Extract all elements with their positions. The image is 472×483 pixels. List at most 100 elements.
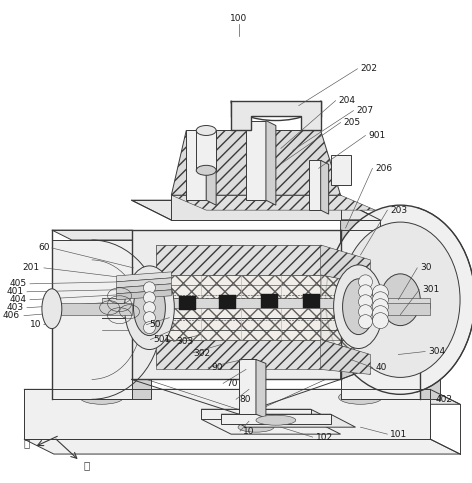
Polygon shape — [171, 130, 341, 195]
Polygon shape — [132, 200, 380, 220]
Text: 402: 402 — [435, 395, 452, 404]
Polygon shape — [320, 340, 371, 374]
Polygon shape — [171, 195, 375, 210]
Text: 左: 左 — [24, 438, 30, 448]
Polygon shape — [117, 290, 171, 300]
Text: 204: 204 — [338, 96, 355, 105]
Ellipse shape — [372, 306, 388, 322]
Polygon shape — [239, 359, 256, 414]
Text: 403: 403 — [7, 303, 24, 312]
Polygon shape — [117, 284, 171, 294]
Polygon shape — [156, 245, 320, 365]
Ellipse shape — [372, 299, 388, 315]
Ellipse shape — [380, 274, 420, 326]
Polygon shape — [359, 303, 430, 315]
Ellipse shape — [143, 312, 155, 324]
Text: 206: 206 — [375, 164, 393, 173]
Ellipse shape — [359, 285, 372, 299]
Ellipse shape — [359, 275, 372, 289]
Text: 10: 10 — [30, 320, 42, 329]
Text: 102: 102 — [316, 433, 333, 441]
Polygon shape — [201, 409, 341, 424]
Polygon shape — [24, 439, 460, 454]
Ellipse shape — [372, 313, 388, 328]
Polygon shape — [206, 130, 216, 205]
Polygon shape — [117, 278, 171, 288]
Ellipse shape — [256, 415, 296, 425]
Ellipse shape — [372, 292, 388, 308]
Polygon shape — [261, 294, 278, 308]
Polygon shape — [196, 130, 216, 170]
Polygon shape — [221, 414, 355, 427]
Ellipse shape — [125, 266, 174, 350]
Ellipse shape — [343, 279, 374, 335]
Polygon shape — [341, 401, 430, 439]
Polygon shape — [24, 389, 460, 404]
Polygon shape — [52, 230, 152, 240]
Ellipse shape — [143, 282, 155, 294]
Polygon shape — [132, 240, 152, 399]
Polygon shape — [341, 389, 430, 401]
Ellipse shape — [334, 265, 383, 349]
Text: 101: 101 — [390, 430, 408, 439]
Text: 201: 201 — [23, 263, 40, 272]
Ellipse shape — [80, 390, 124, 404]
Ellipse shape — [196, 126, 216, 135]
Polygon shape — [420, 240, 440, 399]
Text: 304: 304 — [428, 347, 445, 356]
Polygon shape — [179, 296, 196, 310]
Text: 205: 205 — [344, 118, 361, 127]
Ellipse shape — [357, 411, 393, 423]
Polygon shape — [156, 245, 320, 275]
Text: 207: 207 — [356, 106, 374, 115]
Polygon shape — [156, 340, 320, 369]
Polygon shape — [343, 297, 355, 309]
Ellipse shape — [359, 295, 372, 309]
Ellipse shape — [341, 222, 460, 377]
Polygon shape — [101, 298, 430, 308]
Text: 501: 501 — [153, 335, 171, 344]
Text: 405: 405 — [10, 279, 27, 288]
Polygon shape — [132, 230, 341, 379]
Polygon shape — [341, 230, 440, 240]
Polygon shape — [320, 245, 371, 285]
Text: 301: 301 — [422, 285, 439, 294]
Polygon shape — [221, 414, 330, 424]
Polygon shape — [341, 240, 420, 399]
Text: 右: 右 — [84, 460, 90, 470]
Text: 203: 203 — [390, 206, 407, 214]
Ellipse shape — [372, 285, 388, 301]
Polygon shape — [246, 121, 266, 200]
Polygon shape — [24, 389, 110, 401]
Ellipse shape — [143, 322, 155, 334]
Text: 401: 401 — [7, 287, 24, 296]
Polygon shape — [330, 156, 351, 185]
Text: 70: 70 — [226, 379, 237, 388]
Polygon shape — [201, 419, 341, 434]
Text: 50: 50 — [150, 320, 161, 329]
Text: 90: 90 — [211, 363, 223, 372]
Polygon shape — [52, 240, 132, 399]
Polygon shape — [156, 275, 320, 340]
Text: 100: 100 — [230, 14, 248, 24]
Ellipse shape — [359, 315, 372, 328]
Text: 901: 901 — [369, 131, 386, 140]
Text: 303: 303 — [177, 337, 194, 346]
Polygon shape — [24, 401, 110, 439]
Text: 60: 60 — [38, 243, 50, 253]
Polygon shape — [256, 359, 266, 418]
Text: 40: 40 — [375, 363, 387, 372]
Text: 80: 80 — [239, 395, 251, 404]
Ellipse shape — [39, 411, 75, 423]
Polygon shape — [201, 409, 311, 419]
Ellipse shape — [143, 292, 155, 304]
Ellipse shape — [196, 165, 216, 175]
Polygon shape — [186, 130, 206, 200]
Ellipse shape — [134, 280, 165, 336]
Polygon shape — [231, 100, 320, 130]
Ellipse shape — [143, 302, 155, 313]
Polygon shape — [24, 389, 430, 439]
Ellipse shape — [359, 305, 372, 319]
Ellipse shape — [338, 390, 382, 404]
Polygon shape — [309, 160, 320, 210]
